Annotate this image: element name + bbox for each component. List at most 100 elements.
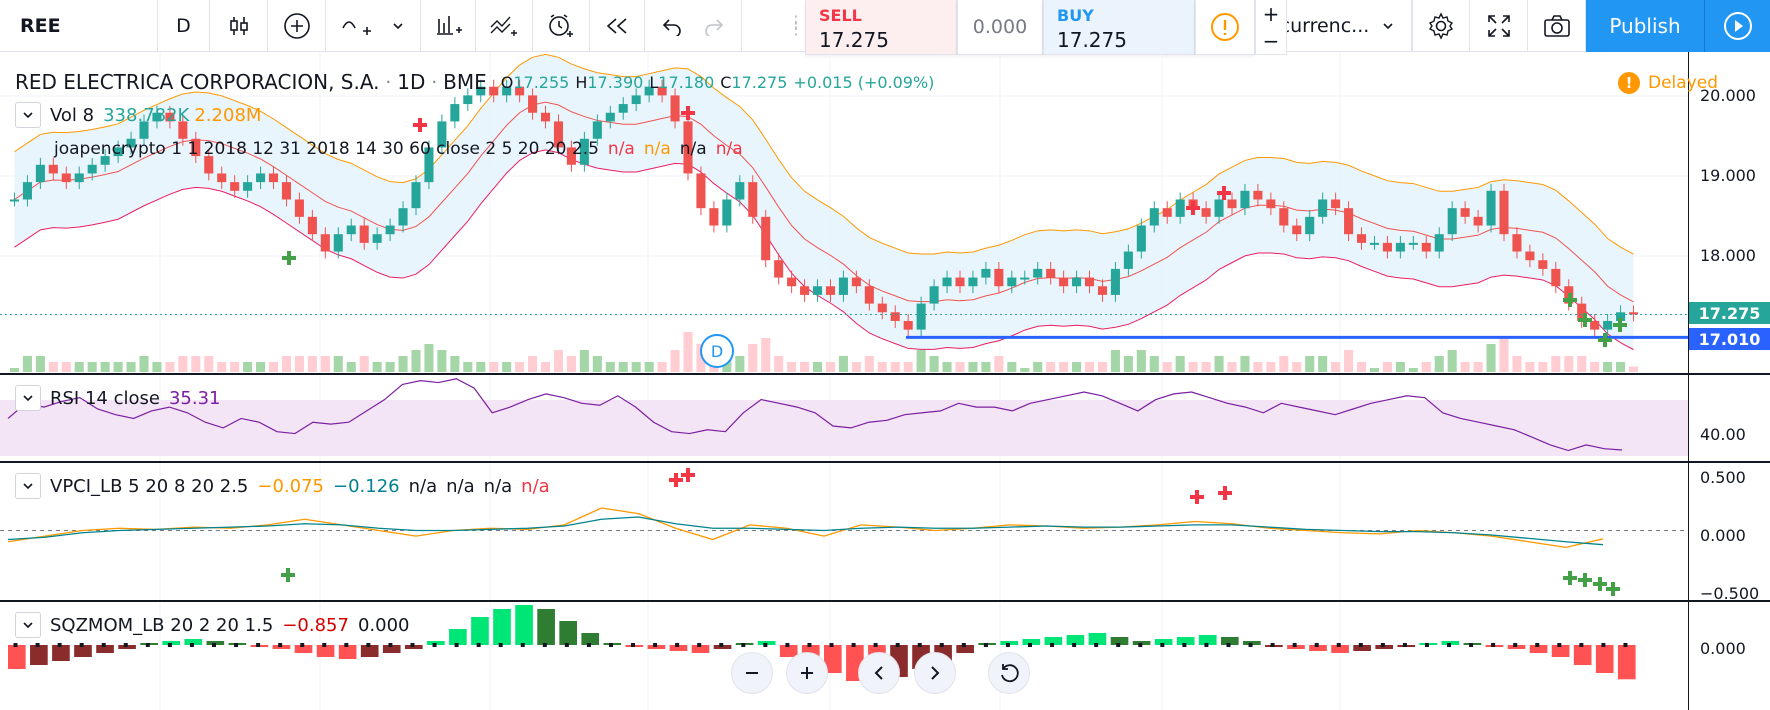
volume-bar [48,362,58,372]
volume-bar [955,362,965,372]
snapshot-button[interactable] [1528,0,1586,52]
volume-bar [1499,338,1509,372]
chevron-down-icon [23,395,33,402]
sqzmom-bar [96,645,114,653]
publish-button[interactable]: Publish [1586,0,1704,52]
candle-body [333,234,343,252]
volume-bar [1292,362,1302,372]
sqz-dot [939,643,944,647]
delayed-label: Delayed [1648,73,1719,93]
volume-bar [838,356,848,372]
candle-body [411,182,421,209]
signal-cross-mark [281,568,295,582]
candle-body [838,277,848,295]
dividend-marker[interactable]: D [700,334,734,368]
indicators-button[interactable] [326,0,421,52]
compare-dropdown[interactable] [1365,0,1412,52]
bar-chart-icon [437,16,462,35]
replay-button[interactable] [590,0,645,52]
candle-body [256,173,266,183]
settings-button[interactable] [1412,0,1470,52]
sqzmom-tick: 0.000 [1700,639,1746,658]
horizontal-line-price-tag: 17.010 [1689,328,1770,350]
sell-button[interactable]: SELL 17.275 [805,0,957,55]
sqzmom-bar [1309,645,1327,651]
candle-body [307,216,317,235]
buy-button[interactable]: BUY 17.275 [1043,0,1195,55]
signal-cross-mark [1598,333,1612,347]
sqzmom-bar [559,621,577,645]
chevron-left-icon [874,666,883,680]
candle-body [61,173,71,183]
sqz-dot [189,643,194,647]
volume-bar [1603,362,1613,372]
sqz-dot [873,643,878,647]
volume-bar [644,362,654,372]
sqz-dot [454,643,459,647]
decrease-button[interactable]: − [1262,28,1280,53]
buy-price: 17.275 [1057,28,1127,52]
collapse-button[interactable] [15,612,41,638]
candle-body [1059,277,1069,287]
sqzmom-value: −0.857 [282,614,349,636]
candle-body [851,277,861,287]
compare-symbol-text[interactable]: ocurrenc... [1268,15,1370,37]
zoom-out-button[interactable] [731,652,773,694]
financials-button[interactable] [421,0,476,52]
quantity-stepper[interactable]: + − [1255,0,1287,55]
chevron-down-icon [393,23,403,30]
sqzmom-bar [669,645,688,651]
volume-bar [1175,356,1185,372]
scroll-right-button[interactable] [914,652,956,694]
volume-bar [385,362,395,372]
volume-bar [87,362,97,372]
reset-chart-button[interactable] [988,652,1030,694]
sqzmom-bar [1110,637,1129,645]
collapse-button[interactable] [15,385,41,411]
volume-bar [968,362,978,372]
pane-separator[interactable] [0,600,1770,602]
sqzmom-bar [118,645,136,649]
symbol-search[interactable]: REE [0,0,158,52]
sqzmom-bar [493,609,511,645]
increase-button[interactable]: + [1262,1,1280,26]
pane-separator[interactable] [0,373,1770,375]
volume-bar [1421,362,1431,372]
volume-bar [178,356,188,372]
sqz-dot [167,643,172,647]
sqz-dot [123,643,128,647]
fullscreen-button[interactable] [1470,0,1528,52]
drag-handle-icon[interactable]: ⋮ ⋮ [788,12,804,38]
scroll-left-button[interactable] [858,652,900,694]
candle-body [1292,225,1302,235]
volume-bar [437,350,447,372]
collapse-button[interactable] [15,473,41,499]
chart-type-button[interactable] [210,0,268,52]
volume-bar [1395,362,1405,372]
sqzmom-bar [404,645,423,649]
undo-icon[interactable] [661,16,683,36]
alert-button[interactable] [533,0,590,52]
redo-icon[interactable] [703,16,725,36]
ohlc-close: C17.275 [720,72,788,92]
compare-add-button[interactable] [268,0,326,52]
pane-separator[interactable] [0,461,1770,463]
volume-bar [1538,362,1548,372]
sqz-dot [57,643,62,647]
lower-band-line [14,149,1634,351]
play-button[interactable] [1704,0,1770,52]
sqzmom-bar [228,643,247,645]
templates-button[interactable] [476,0,533,52]
sqz-dot [741,643,746,647]
sqzmom-bar [1000,641,1019,645]
ohlc-high: H17.390 [575,72,644,92]
collapse-button[interactable] [15,102,41,128]
info-button[interactable] [1195,0,1255,55]
volume-bar [281,356,292,372]
zoom-in-button[interactable] [786,652,828,694]
joapencrypto-legend: joapencrypto 1 1 2018 12 31 2018 14 30 6… [54,139,743,159]
delayed-badge[interactable]: ! Delayed [1618,72,1718,94]
interval-button[interactable]: D [158,0,210,52]
sqz-dot [1336,643,1341,647]
